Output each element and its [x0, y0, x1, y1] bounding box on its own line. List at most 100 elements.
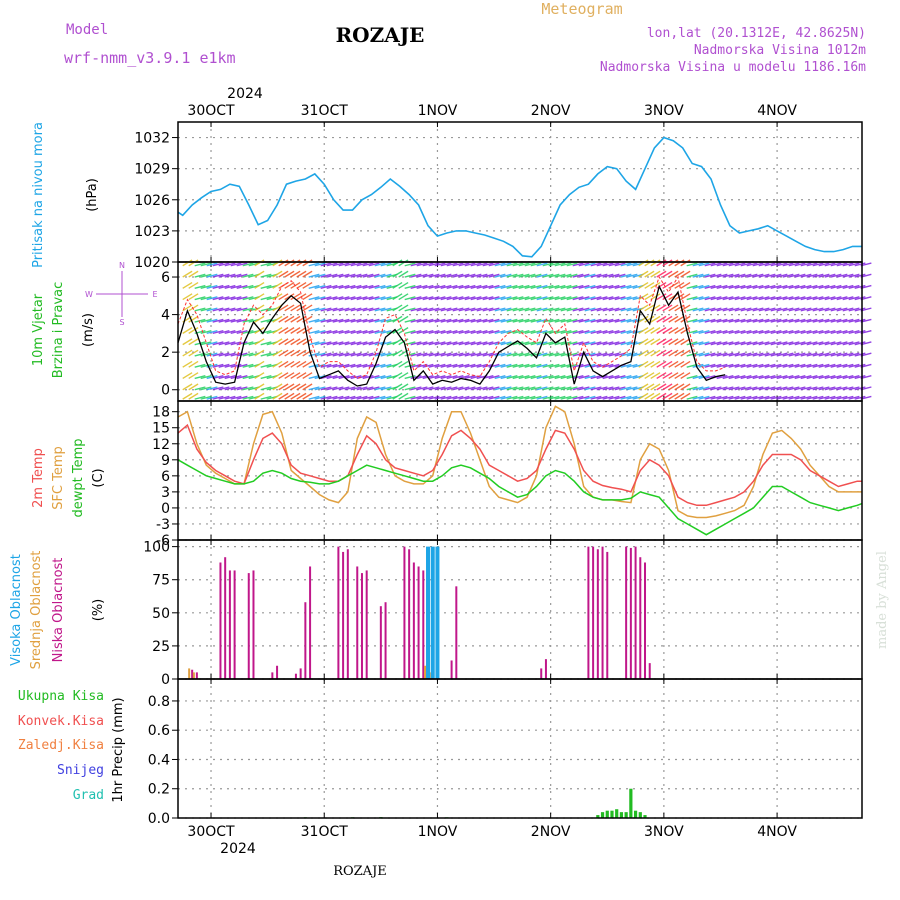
- wind-arrow-703: [506, 273, 518, 278]
- wind-arrow-1365: [812, 262, 824, 267]
- wind-arrow-1005: [644, 304, 655, 312]
- wind-arrow-906: [596, 363, 608, 368]
- wind-arrow-1238: [752, 296, 764, 301]
- wind-arrow-828: [560, 363, 572, 368]
- wind-subtitle: Brzina i Pravac: [51, 282, 66, 379]
- wind-arrow-1215: [740, 329, 752, 335]
- wind-arrow-1253: [758, 318, 770, 323]
- wind-arrow-310: [320, 386, 332, 391]
- wind-arrow-552: [434, 329, 446, 335]
- wind-arrow-1457: [854, 273, 866, 278]
- wind-arrow-519: [416, 395, 428, 400]
- wind-arrow-712: [506, 375, 518, 380]
- wind-arrow-533: [428, 262, 440, 267]
- wind-arrow-414: [368, 386, 380, 391]
- wind-arrow-1351: [800, 395, 812, 400]
- wind-arrow-1450: [848, 341, 860, 346]
- wind-arrow-1089: [680, 372, 691, 380]
- wind-arrow-479: [398, 383, 409, 391]
- wind-arrow-225: [284, 304, 295, 312]
- wind-arrow-705: [506, 296, 518, 301]
- wind-arrow-858: [578, 262, 590, 267]
- cloud-low-bar-11: [299, 668, 302, 679]
- wind-arrow-1208: [734, 395, 746, 400]
- wind-arrow-776: [536, 363, 548, 368]
- wind-arrow-1110: [692, 318, 704, 323]
- wind-arrow-499: [410, 318, 422, 323]
- wind-arrow-327: [332, 284, 344, 289]
- wind-arrow-1353: [806, 273, 818, 278]
- wind-arrow-798: [548, 318, 560, 323]
- wind-arrow-787: [542, 341, 554, 346]
- wind-arrow-1084: [680, 315, 691, 323]
- wind-arrow-1148: [710, 307, 722, 312]
- wind-arrow-170: [260, 273, 272, 278]
- wind-arrow-1176: [722, 329, 734, 335]
- wind-arrow-156: [254, 259, 265, 267]
- wind-arrow-695: [500, 329, 512, 335]
- bottom-day-label-5: 4NOV: [757, 824, 797, 840]
- wind-arrow-161: [254, 315, 265, 323]
- wind-arrow-825: [560, 329, 572, 335]
- wind-arrow-550: [434, 307, 446, 312]
- wind-arrow-561: [440, 284, 452, 289]
- wind-arrow-1277: [770, 296, 782, 301]
- wind-arrow-681: [494, 318, 506, 323]
- wind-arrow-501: [410, 341, 422, 346]
- wind-arrow-1254: [758, 329, 770, 335]
- wind-arrow-389: [356, 395, 368, 400]
- wind-arrow-648: [476, 386, 488, 391]
- wind-arrow-441: [380, 395, 392, 400]
- wind-arrow-282: [308, 363, 320, 368]
- wind-arrow-205: [272, 372, 283, 380]
- wind-arrow-506: [410, 395, 422, 400]
- wind-arrow-208: [278, 259, 289, 267]
- wind-arrow-1329: [794, 296, 806, 301]
- wind-arrow-172: [260, 296, 272, 301]
- wind-arrow-1424: [836, 341, 848, 346]
- wind-arrow-974: [626, 395, 638, 400]
- wind-arrow-162: [254, 327, 265, 334]
- wind-arrow-325: [332, 262, 344, 267]
- wind-arrow-954: [620, 318, 632, 323]
- wind-arrow-431: [380, 284, 392, 289]
- compass-e: E: [152, 290, 157, 299]
- wind-arrow-775: [536, 352, 548, 357]
- wind-arrow-876: [584, 318, 596, 323]
- wind-arrow-952: [620, 296, 632, 301]
- wind-arrow-844: [566, 395, 578, 400]
- wind-arrow-202: [272, 338, 283, 346]
- wind-arrow-816: [554, 375, 566, 380]
- wind-arrow-74: [212, 363, 224, 368]
- wind-arrow-614: [464, 296, 476, 301]
- cloud-low-bar-19: [365, 570, 368, 679]
- wind-arrow-1325: [788, 395, 800, 400]
- wind-arrow-1098: [686, 329, 698, 335]
- wind-arrow-417: [374, 273, 386, 278]
- wind-arrow-4: [182, 304, 193, 312]
- wind-arrow-874: [584, 296, 596, 301]
- wind-arrow-1311: [782, 386, 794, 391]
- wind-arrow-1442: [842, 395, 854, 400]
- wind-arrow-771: [536, 307, 548, 312]
- wind-arrow-849: [572, 307, 584, 312]
- wind-arrow-1076: [674, 372, 685, 380]
- wind-arrow-1218: [740, 363, 752, 368]
- wind-arrow-1345: [800, 329, 812, 335]
- wind-arrow-493: [404, 395, 416, 400]
- wind-arrow-237: [290, 293, 301, 301]
- wind-arrow-1130: [698, 395, 710, 400]
- wind-arrow-292: [314, 329, 326, 335]
- wind-arrow-276: [308, 296, 320, 301]
- wind-arrow-80: [218, 284, 230, 289]
- wind-arrow-1057: [668, 304, 679, 312]
- wind-arrow-1197: [734, 273, 746, 278]
- wind-arrow-395: [362, 318, 374, 323]
- wind-arrow-1368: [812, 296, 824, 301]
- wind-arrow-1195: [728, 395, 740, 400]
- wind-gust-line: [177, 275, 726, 380]
- wind-arrow-568: [440, 363, 452, 368]
- wind-arrow-729: [518, 273, 530, 278]
- wind-arrow-222: [284, 270, 295, 278]
